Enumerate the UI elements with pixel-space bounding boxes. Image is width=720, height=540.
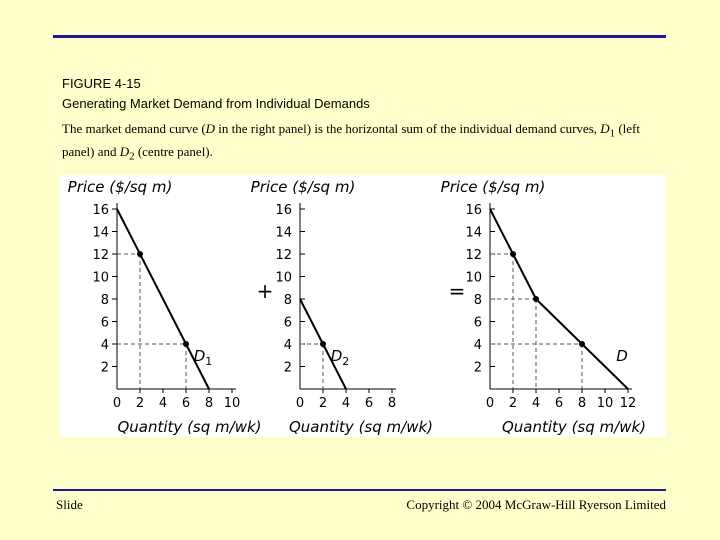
y-tick-label: 8	[284, 293, 292, 308]
x-axis-label: Quantity (sq m/wk)	[502, 418, 646, 436]
y-tick-label: 12	[465, 248, 482, 263]
x-tick-label: 2	[509, 396, 517, 411]
caption-text: The market demand curve (	[62, 121, 206, 136]
top-rule	[53, 35, 666, 38]
x-tick-label: 12	[620, 396, 637, 411]
caption-d2-sub: 2	[129, 150, 135, 163]
caption-d1: D	[600, 121, 610, 136]
x-tick-label: 10	[597, 396, 614, 411]
x-tick-label: 4	[159, 396, 167, 411]
x-tick-label: 6	[182, 396, 190, 411]
x-axis-label: Quantity (sq m/wk)	[289, 418, 433, 436]
x-tick-label: 10	[224, 396, 241, 411]
x-axis-label: Quantity (sq m/wk)	[117, 418, 261, 436]
curve-label: D1	[194, 347, 213, 368]
y-tick-label: 14	[275, 226, 292, 241]
caption-d2: D	[119, 143, 130, 159]
bottom-rule	[53, 489, 666, 491]
y-tick-label: 8	[474, 293, 482, 308]
x-tick-label: 8	[578, 396, 586, 411]
x-tick-label: 0	[486, 396, 494, 411]
y-tick-label: 16	[275, 203, 292, 218]
y-axis-label: Price ($/sq m)	[68, 178, 173, 196]
copyright-text: Copyright © 2004 McGraw-Hill Ryerson Lim…	[406, 497, 666, 512]
y-tick-label: 16	[465, 203, 482, 218]
y-tick-label: 12	[275, 248, 292, 263]
curve-label: D2	[331, 347, 350, 368]
data-point	[510, 251, 516, 257]
data-point	[320, 341, 326, 347]
y-tick-label: 16	[92, 203, 109, 218]
y-tick-label: 6	[284, 316, 292, 331]
y-tick-label: 6	[474, 316, 482, 331]
plus-operator: +	[257, 279, 274, 303]
x-tick-label: 8	[388, 396, 396, 411]
figure-caption: The market demand curve (D in the right …	[62, 120, 662, 165]
data-point	[579, 341, 585, 347]
slide-label: Slide	[56, 497, 83, 512]
equals-operator: =	[449, 279, 466, 303]
y-axis-label: Price ($/sq m)	[441, 178, 546, 196]
x-tick-label: 6	[555, 396, 563, 411]
y-tick-label: 2	[101, 361, 109, 376]
y-tick-label: 2	[284, 361, 292, 376]
demand-figure: + = Price ($/sq m) 2 4 6 8 10 12 14 16 0 2 4 6 8 10 Qua…	[60, 175, 666, 437]
x-tick-label: 0	[113, 396, 121, 411]
x-tick-label: 2	[136, 396, 144, 411]
data-point	[137, 251, 143, 257]
x-tick-label: 8	[205, 396, 213, 411]
x-tick-label: 4	[532, 396, 540, 411]
x-tick-label: 0	[296, 396, 304, 411]
x-tick-label: 2	[319, 396, 327, 411]
figure-title: Generating Market Demand from Individual…	[62, 96, 370, 111]
data-point	[183, 341, 189, 347]
curve-label-subscript: 1	[205, 355, 212, 368]
y-tick-label: 14	[465, 226, 482, 241]
x-tick-label: 4	[342, 396, 350, 411]
y-tick-label: 4	[284, 338, 292, 353]
y-tick-label: 10	[92, 271, 109, 286]
y-tick-label: 10	[275, 271, 292, 286]
y-tick-label: 8	[101, 293, 109, 308]
caption-text: (centre panel).	[134, 143, 213, 159]
y-tick-label: 14	[92, 226, 109, 241]
demand-curve-d	[489, 208, 629, 390]
caption-text: (left panel) and	[62, 121, 640, 159]
curve-label: D	[616, 347, 628, 365]
figure-label: FIGURE 4-15	[62, 76, 141, 91]
curve-label-subscript: 2	[342, 355, 349, 368]
caption-d1-sub: 1	[609, 127, 616, 140]
y-tick-label: 4	[101, 338, 109, 353]
demand-curve-d1	[116, 208, 210, 390]
y-tick-label: 6	[101, 316, 109, 331]
caption-d: D	[205, 121, 216, 136]
y-tick-label: 4	[474, 338, 482, 353]
data-point	[533, 296, 539, 302]
caption-text: in the right panel) is the horizontal su…	[215, 121, 601, 136]
y-axis-label: Price ($/sq m)	[251, 178, 356, 196]
y-tick-label: 12	[92, 248, 109, 263]
x-tick-label: 6	[365, 396, 373, 411]
y-tick-label: 2	[474, 361, 482, 376]
y-tick-label: 10	[465, 271, 482, 286]
